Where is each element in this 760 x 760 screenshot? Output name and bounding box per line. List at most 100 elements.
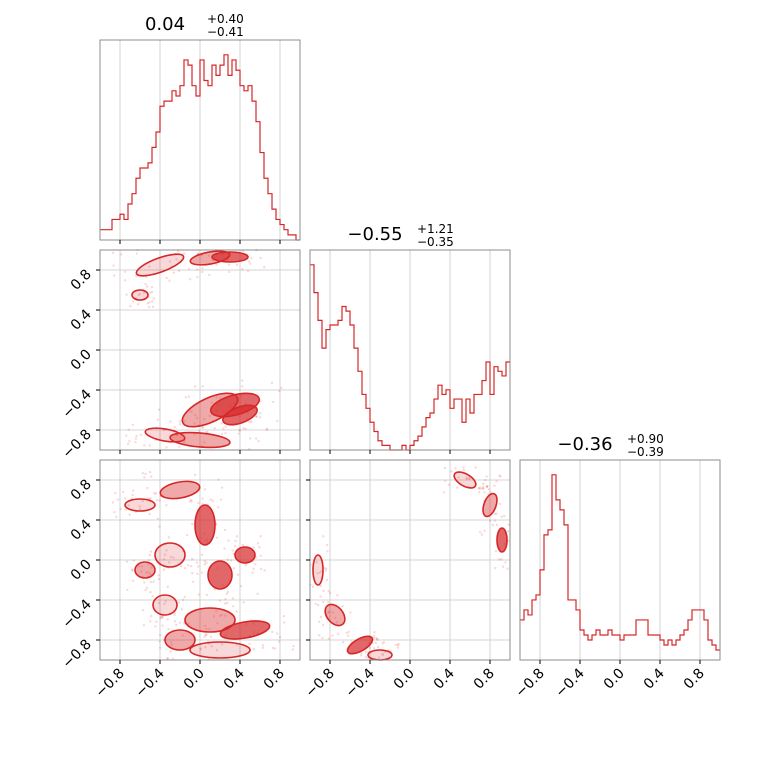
- sample-point: [225, 592, 229, 596]
- sample-point: [175, 258, 178, 261]
- sample-point: [196, 276, 199, 279]
- sample-point: [242, 426, 245, 430]
- sample-point: [196, 572, 199, 576]
- sample-point: [314, 602, 317, 606]
- sample-point: [183, 566, 187, 570]
- sample-point: [178, 621, 182, 624]
- sample-point: [485, 475, 488, 478]
- sample-point: [202, 417, 206, 421]
- sample-point: [213, 427, 216, 430]
- sample-point: [203, 559, 207, 563]
- sample-point: [478, 491, 481, 494]
- sample-point: [197, 593, 200, 596]
- sample-point: [166, 657, 170, 660]
- sample-point: [197, 429, 201, 433]
- sample-point: [184, 396, 188, 399]
- sample-point: [152, 580, 155, 583]
- sample-point: [125, 293, 128, 296]
- sample-point: [197, 501, 200, 505]
- density-contour: [131, 289, 149, 301]
- sample-point: [166, 585, 169, 589]
- scatter-panel-1-0: [99, 248, 301, 451]
- sample-point: [321, 636, 324, 640]
- param-title-value: −0.36: [557, 434, 612, 455]
- sample-point: [119, 507, 122, 511]
- sample-point: [234, 539, 237, 543]
- sample-point: [183, 420, 186, 423]
- sample-point: [124, 508, 127, 511]
- sample-point: [123, 270, 127, 273]
- sample-point: [201, 426, 204, 429]
- sample-point: [166, 657, 169, 660]
- sample-point: [134, 440, 137, 444]
- sample-point: [291, 648, 295, 651]
- sample-point: [397, 642, 400, 646]
- y-tick-label: 0.8: [68, 477, 95, 504]
- sample-point: [276, 632, 279, 635]
- sample-point: [162, 558, 166, 561]
- sample-point: [261, 644, 265, 647]
- sample-point: [223, 528, 227, 532]
- sample-point: [220, 486, 224, 489]
- sample-point: [223, 614, 227, 617]
- sample-point: [125, 434, 128, 437]
- sample-point: [341, 605, 344, 608]
- density-contour: [134, 561, 156, 579]
- sample-point: [506, 530, 510, 533]
- density-contour: [219, 620, 271, 640]
- sample-point: [254, 437, 258, 440]
- sample-point: [191, 580, 195, 583]
- sample-point: [131, 569, 134, 572]
- x-tick-label: −0.4: [552, 665, 587, 700]
- sample-point: [485, 485, 489, 488]
- sample-point: [226, 601, 229, 605]
- sample-point: [498, 502, 502, 506]
- sample-point: [139, 433, 143, 437]
- sample-point: [164, 600, 167, 603]
- sample-point: [325, 578, 329, 582]
- sample-point: [396, 646, 400, 649]
- sample-point: [148, 301, 151, 304]
- x-tick-label: −0.8: [92, 666, 127, 701]
- sample-point: [157, 408, 161, 411]
- sample-point: [507, 523, 510, 526]
- sample-point: [140, 570, 143, 573]
- sample-point: [465, 476, 468, 479]
- sample-point: [111, 251, 115, 255]
- sample-point: [114, 491, 117, 495]
- sample-point: [248, 420, 251, 424]
- sample-point: [235, 263, 239, 266]
- sample-point: [211, 259, 214, 262]
- sample-point: [381, 653, 385, 657]
- sample-point: [190, 500, 194, 503]
- sample-point: [153, 492, 156, 495]
- sample-point: [462, 466, 465, 469]
- sample-point: [173, 620, 177, 623]
- sample-point: [346, 634, 350, 637]
- sample-point: [128, 440, 131, 443]
- sample-point: [126, 588, 129, 592]
- sample-point: [149, 496, 152, 500]
- sample-point: [220, 432, 224, 436]
- sample-point: [138, 507, 142, 511]
- sample-point: [359, 654, 363, 657]
- sample-point: [203, 488, 207, 491]
- sample-point: [126, 442, 130, 446]
- histogram-panel-2: [519, 459, 721, 661]
- sample-point: [149, 590, 152, 594]
- x-tick-label: −0.8: [512, 666, 547, 701]
- sample-point: [258, 416, 262, 419]
- sample-point: [112, 274, 116, 277]
- sample-point: [207, 273, 211, 277]
- sample-point: [278, 636, 282, 639]
- sample-point: [141, 499, 145, 503]
- sample-point: [157, 577, 161, 581]
- sample-point: [148, 444, 152, 447]
- sample-point: [328, 591, 332, 595]
- sample-point: [116, 498, 120, 501]
- x-tick-label: 0.0: [601, 666, 628, 693]
- sample-point: [179, 565, 183, 568]
- x-tick-label: 0.4: [641, 665, 668, 692]
- sample-point: [241, 543, 245, 547]
- x-tick-label: −0.4: [132, 665, 167, 700]
